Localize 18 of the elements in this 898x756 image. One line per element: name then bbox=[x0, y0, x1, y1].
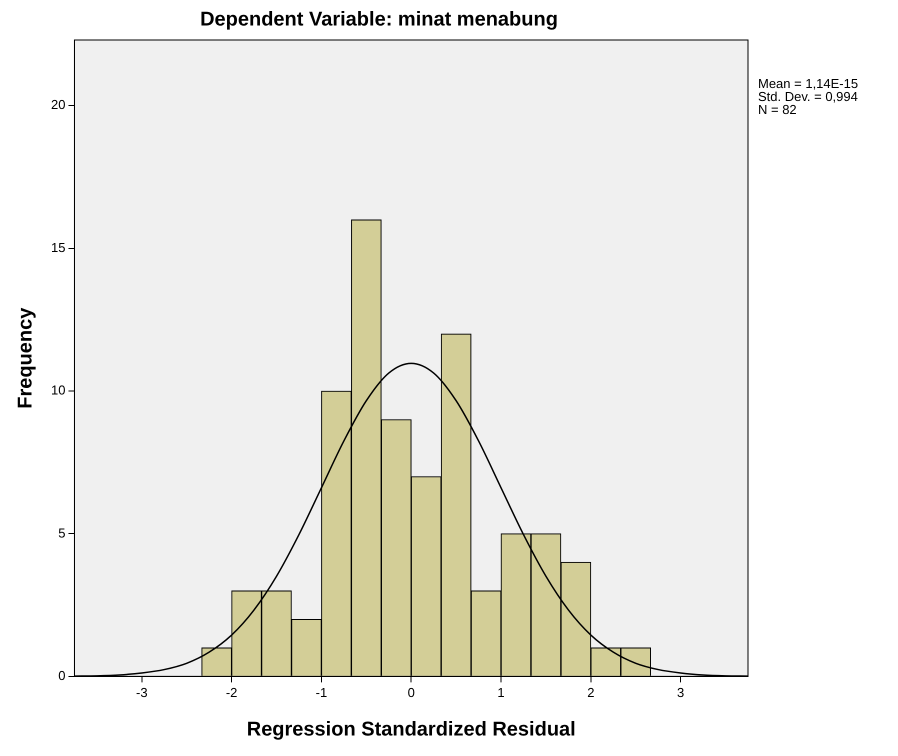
text: Mean = 1,14E-15 bbox=[758, 76, 858, 92]
x-axis-title: Regression Standardized Residual bbox=[246, 718, 576, 741]
text: N = 82 bbox=[758, 102, 797, 118]
text: Std. Dev. = 0,994 bbox=[758, 89, 858, 104]
x-tick-label: -2 bbox=[226, 684, 238, 700]
y-tick-label: 0 bbox=[58, 668, 66, 683]
y-tick-label: 5 bbox=[58, 525, 66, 540]
y-tick-label: 10 bbox=[50, 382, 66, 398]
x-tick-label: 3 bbox=[677, 684, 684, 700]
x-tick-label: -1 bbox=[316, 684, 328, 700]
y-axis-title: Frequency bbox=[14, 306, 37, 409]
x-tick-label: -3 bbox=[136, 684, 148, 700]
x-tick-label: 1 bbox=[497, 684, 505, 700]
y-tick-label: 15 bbox=[50, 240, 66, 255]
x-tick-label: 0 bbox=[408, 684, 415, 700]
x-tick-label: 2 bbox=[587, 684, 594, 700]
y-tick-label: 20 bbox=[50, 97, 66, 112]
chart-title: Dependent Variable: minat menabung bbox=[200, 8, 558, 31]
